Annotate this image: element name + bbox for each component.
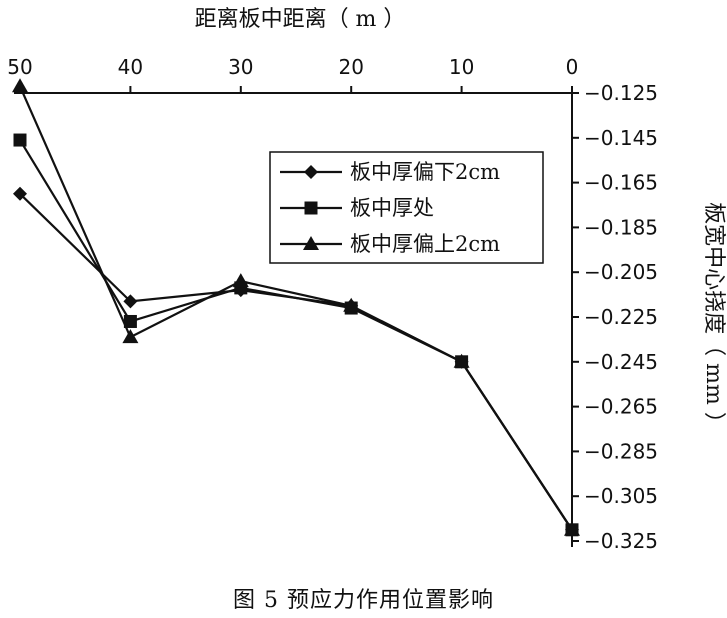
- diamond-marker: [13, 186, 27, 201]
- x-tick-label: 50: [7, 55, 32, 79]
- plot-area: [12, 78, 580, 537]
- triangle-marker: [453, 353, 470, 368]
- legend-label: 板中厚偏上2cm: [350, 232, 500, 256]
- diamond-marker: [123, 294, 138, 309]
- figure-caption: 图 5 预应力作用位置影响: [233, 588, 494, 613]
- y-tick-label: −0.285: [584, 439, 658, 463]
- triangle-marker: [12, 78, 28, 93]
- x-axis-title: 距离板中距离（ m ）: [195, 7, 406, 32]
- x-tick-label: 30: [228, 55, 253, 79]
- triangle-marker: [343, 297, 360, 312]
- legend-label: 板中厚偏下2cm: [350, 160, 500, 184]
- x-tick-label: 20: [338, 55, 363, 79]
- series-line: [18, 85, 573, 531]
- y-tick-label: −0.205: [584, 260, 658, 284]
- y-tick-label: −0.245: [584, 350, 658, 374]
- y-tick-label: −0.305: [584, 484, 658, 508]
- series: [12, 78, 580, 536]
- triangle-marker: [564, 521, 580, 536]
- y-tick-label: −0.185: [584, 215, 658, 239]
- y-tick-label: −0.125: [584, 81, 658, 105]
- y-axis-title: 板宽中心挠度（ mm ）: [701, 202, 726, 434]
- y-tick-label: −0.265: [584, 395, 658, 419]
- x-tick-label: 40: [118, 55, 143, 79]
- x-tick-label: 10: [449, 55, 474, 79]
- y-tick-label: −0.165: [584, 171, 658, 195]
- x-axis: 50 40 30 20 10 0: [7, 55, 579, 94]
- y-tick-label: −0.225: [584, 305, 658, 329]
- triangle-marker: [303, 236, 319, 250]
- diamond-marker: [304, 165, 318, 179]
- square-marker: [304, 201, 318, 215]
- triangle-marker: [232, 273, 249, 288]
- legend-label: 板中厚处: [350, 196, 434, 220]
- y-axis: −0.125 −0.145 −0.165 −0.185 −0.205 −0.225 −0.2…: [571, 81, 658, 553]
- x-tick-label: 0: [566, 55, 579, 79]
- square-marker: [13, 133, 27, 147]
- triangle-marker: [122, 329, 139, 344]
- y-tick-label: −0.145: [584, 126, 658, 150]
- square-marker: [123, 314, 137, 328]
- y-tick-label: −0.325: [584, 529, 658, 553]
